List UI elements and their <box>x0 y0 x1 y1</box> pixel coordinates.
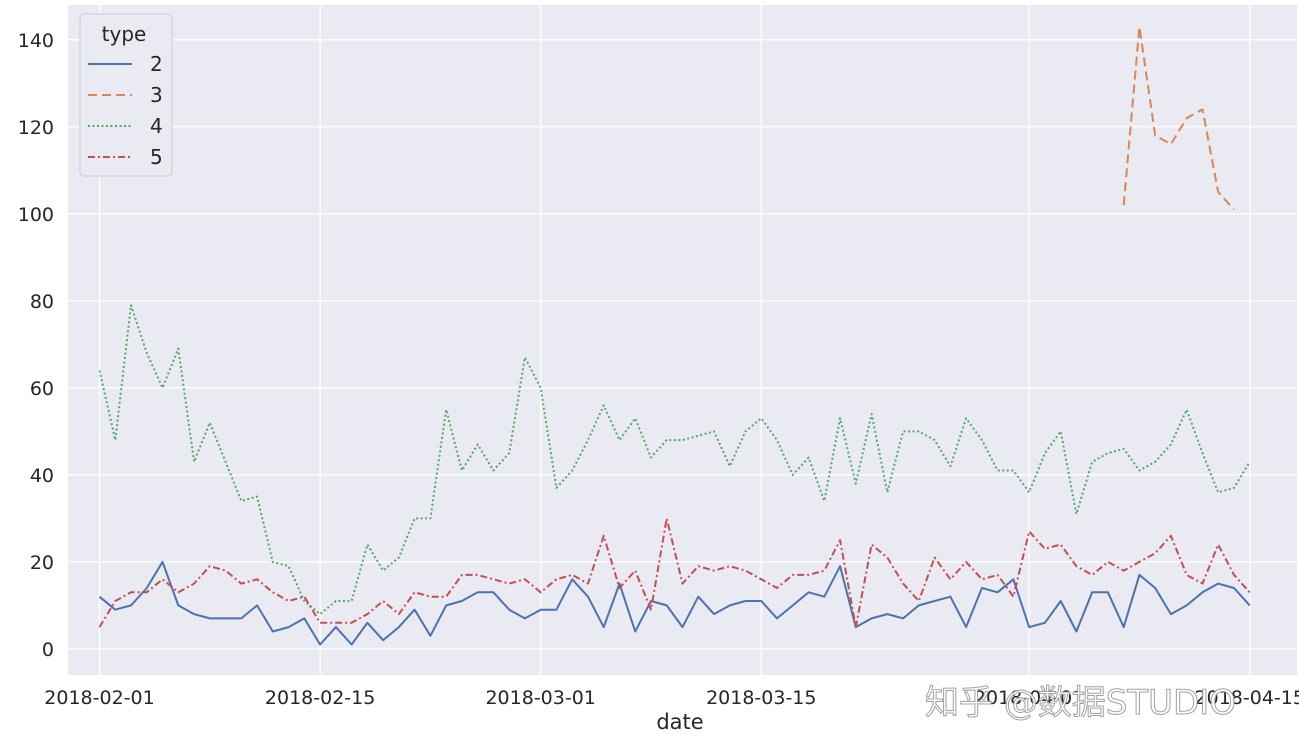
legend: type 2 3 4 5 <box>79 13 173 177</box>
x-axis-label: date <box>656 710 703 734</box>
y-tick-label: 120 <box>18 117 54 139</box>
legend-label-3: 3 <box>150 83 163 107</box>
y-tick-label: 40 <box>30 465 54 487</box>
y-tick-label: 100 <box>18 204 54 226</box>
series-line-5 <box>98 517 1251 629</box>
tick-labels: 0 20 40 60 80 100 120 140 2018-02-01 2018-02-15 20… <box>18 30 1299 709</box>
legend-label-2: 2 <box>150 52 163 76</box>
watermark: 知乎 @数据STUDIO <box>925 683 1236 723</box>
series-line-2 <box>98 560 1251 646</box>
legend-items: 2 3 4 5 <box>88 52 163 169</box>
y-tick-label: 60 <box>30 378 54 400</box>
x-tick-label: 2018-03-15 <box>706 687 816 709</box>
series-line-3 <box>1122 25 1235 211</box>
series-layer <box>98 25 1251 646</box>
x-tick-label: 2018-04-01 <box>974 687 1084 709</box>
y-tick-label: 80 <box>30 291 54 313</box>
x-tick-label: 2018-02-01 <box>44 687 154 709</box>
gridlines <box>68 5 1297 675</box>
x-tick-label: 2018-04-15 <box>1195 687 1299 709</box>
x-tick-label: 2018-03-01 <box>485 687 595 709</box>
legend-label-5: 5 <box>150 145 163 169</box>
plot-area <box>68 5 1297 675</box>
legend-label-4: 4 <box>150 114 163 138</box>
legend-box <box>79 13 173 177</box>
y-tick-label: 140 <box>18 30 54 52</box>
y-tick-label: 20 <box>30 552 54 574</box>
series-line-4 <box>98 304 1251 616</box>
x-tick-label: 2018-02-15 <box>265 687 375 709</box>
y-tick-label: 0 <box>42 639 54 661</box>
legend-title: type <box>102 22 147 46</box>
